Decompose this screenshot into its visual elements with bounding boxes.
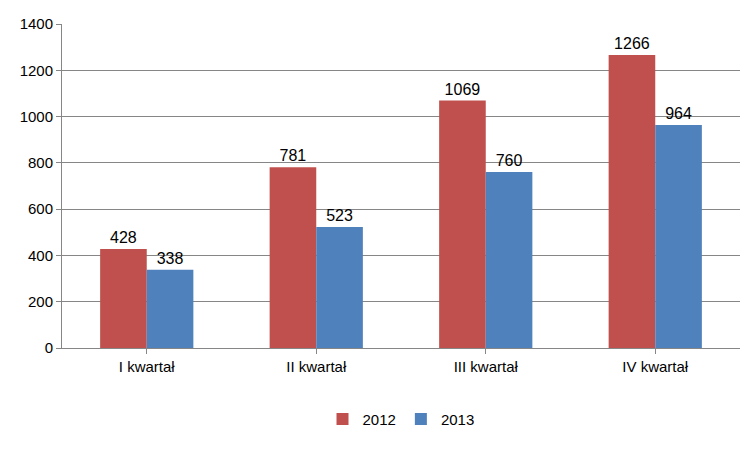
svg-text:523: 523 [326,207,353,224]
svg-text:2012: 2012 [363,411,396,428]
svg-text:II kwartał: II kwartał [286,358,347,375]
svg-text:1000: 1000 [20,108,53,125]
svg-text:1400: 1400 [20,15,53,32]
svg-text:338: 338 [157,250,184,267]
svg-text:1200: 1200 [20,62,53,79]
svg-text:IV kwartał: IV kwartał [622,358,689,375]
svg-text:2013: 2013 [441,411,474,428]
svg-text:964: 964 [665,105,692,122]
svg-text:1266: 1266 [614,35,650,52]
svg-text:600: 600 [28,200,53,217]
svg-text:1069: 1069 [445,81,481,98]
svg-text:I kwartał: I kwartał [119,358,176,375]
svg-text:800: 800 [28,154,53,171]
svg-text:0: 0 [45,339,53,356]
svg-text:200: 200 [28,293,53,310]
svg-text:400: 400 [28,247,53,264]
svg-text:428: 428 [110,229,137,246]
svg-text:781: 781 [280,147,307,164]
svg-text:760: 760 [496,152,523,169]
svg-text:III kwartał: III kwartał [454,358,519,375]
